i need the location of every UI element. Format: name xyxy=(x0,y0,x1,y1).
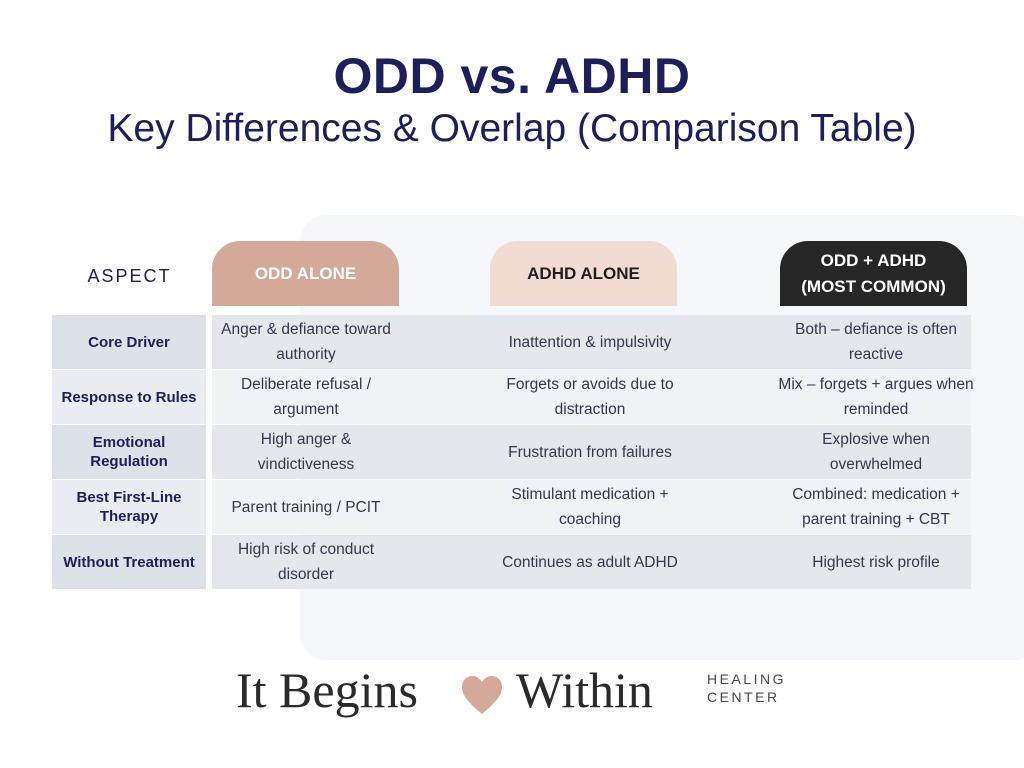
heart-icon xyxy=(462,676,502,714)
both-cell: Mix – forgets + argues when reminded xyxy=(778,376,974,418)
both-cell: Combined: medication + parent training +… xyxy=(792,486,960,528)
table-row: Emotional Regulation High anger & vindic… xyxy=(52,425,971,479)
both-cell: Both – defiance is often reactive xyxy=(794,321,957,363)
aspect-cell: Core Driver xyxy=(52,315,206,369)
brand-logo: It Begins Within HEALING CENTER xyxy=(0,660,1024,730)
odd-cell: Parent training / PCIT xyxy=(231,498,381,516)
aspect-cell: Emotional Regulation xyxy=(52,425,206,479)
logo-text-right: Within xyxy=(516,662,653,718)
adhd-cell: Frustration from failures xyxy=(508,443,672,461)
table-row: Core Driver Anger & defiance toward auth… xyxy=(52,315,971,369)
page-subtitle: Key Differences & Overlap (Comparison Ta… xyxy=(107,107,917,150)
odd-column-header: ODD ALONE xyxy=(212,241,399,306)
odd-cell: High risk of conduct disorder xyxy=(237,541,375,583)
table-row: Without Treatment High risk of conduct d… xyxy=(52,535,971,589)
adhd-cell: Continues as adult ADHD xyxy=(502,553,678,571)
adhd-column-header: ADHD ALONE xyxy=(490,241,677,306)
aspect-cell: Without Treatment xyxy=(52,535,206,589)
table-row: Response to Rules Deliberate refusal / a… xyxy=(52,370,974,424)
aspect-column-header: ASPECT xyxy=(87,266,172,286)
row-band xyxy=(212,480,971,534)
table-row: Best First-Line Therapy Parent training … xyxy=(52,480,971,534)
aspect-cell: Best First-Line Therapy xyxy=(52,480,206,534)
logo-subtext: HEALING CENTER xyxy=(707,671,786,705)
adhd-cell: Inattention & impulsivity xyxy=(508,333,672,351)
both-cell: Explosive when overwhelmed xyxy=(822,431,930,473)
odd-adhd-column-header: ODD + ADHD (MOST COMMON) xyxy=(780,241,967,306)
adhd-cell: Stimulant medication + coaching xyxy=(511,486,669,528)
odd-cell: Anger & defiance toward authority xyxy=(221,321,391,363)
page-title: ODD vs. ADHD xyxy=(333,48,691,104)
row-band xyxy=(212,425,971,479)
row-band xyxy=(212,370,971,424)
aspect-cell: Response to Rules xyxy=(52,370,206,424)
odd-cell: High anger & vindictiveness xyxy=(257,431,355,473)
both-cell: Highest risk profile xyxy=(812,553,940,571)
logo-text-left: It Begins xyxy=(236,662,418,718)
odd-cell: Deliberate refusal / argument xyxy=(240,376,372,418)
row-band xyxy=(212,315,971,369)
row-band xyxy=(212,535,971,589)
adhd-cell: Forgets or avoids due to distraction xyxy=(506,376,674,418)
